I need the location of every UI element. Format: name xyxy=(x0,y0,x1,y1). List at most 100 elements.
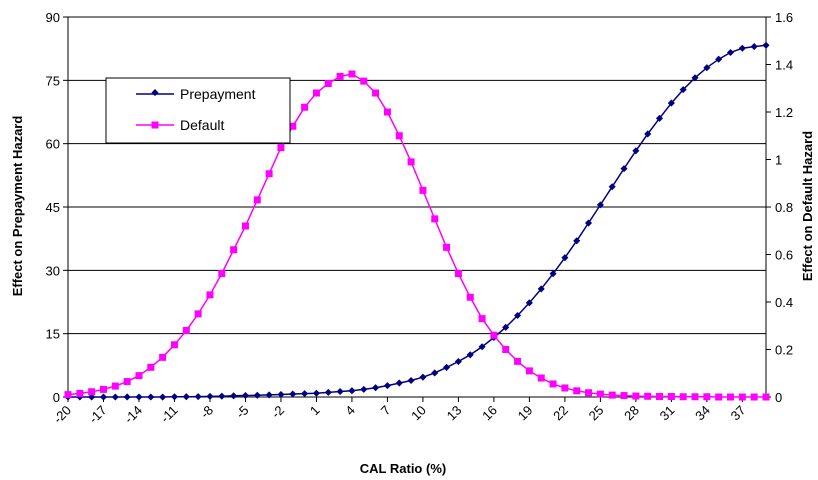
prepayment-point xyxy=(537,285,545,293)
prepayment-point xyxy=(454,357,462,366)
prepayment-point xyxy=(750,43,758,51)
default-point xyxy=(383,108,391,116)
x-axis-title: CAL Ratio (%) xyxy=(360,461,446,476)
default-point xyxy=(585,389,593,397)
default-point xyxy=(253,196,261,204)
prepayment-point xyxy=(726,48,735,57)
right-axis-title: Effect on Default Hazard xyxy=(800,131,815,281)
right-tick-label: 1 xyxy=(775,153,782,168)
prepayment-point xyxy=(407,376,415,385)
default-point xyxy=(324,80,332,87)
prepayment-point xyxy=(336,387,344,396)
legend-box xyxy=(105,77,291,144)
default-point xyxy=(419,186,427,194)
default-point xyxy=(170,341,178,349)
default-point xyxy=(490,331,498,339)
legend-default-marker xyxy=(151,121,159,129)
series-layer xyxy=(64,41,770,401)
default-point xyxy=(762,393,770,401)
x-tick-label: -5 xyxy=(233,403,252,422)
right-tick-label: 1.4 xyxy=(775,58,793,73)
x-tick-label: -8 xyxy=(197,403,216,422)
default-point xyxy=(182,327,190,334)
default-point xyxy=(537,374,545,382)
right-tick-label: 0.6 xyxy=(775,248,793,263)
default-point xyxy=(360,77,368,85)
default-point xyxy=(549,380,557,388)
prepayment-point xyxy=(324,388,332,396)
legend-prepayment-marker xyxy=(151,89,159,97)
left-tick-label: 75 xyxy=(46,73,60,88)
left-axis-ticks: 0 15 30 45 60 75 90 xyxy=(46,10,68,405)
default-point xyxy=(703,393,711,401)
x-tick-label: 25 xyxy=(586,403,607,424)
default-point xyxy=(644,392,652,400)
prepayment-point xyxy=(170,393,179,401)
default-point xyxy=(159,353,167,361)
left-tick-label: 15 xyxy=(46,327,60,342)
x-tick-label: 31 xyxy=(657,403,678,424)
default-point xyxy=(336,72,344,80)
legend-default-label: Default xyxy=(180,117,224,133)
default-point xyxy=(715,393,723,401)
prepayment-point xyxy=(549,270,557,278)
prepayment-point xyxy=(194,393,202,401)
prepayment-point xyxy=(525,299,533,307)
left-tick-label: 45 xyxy=(46,200,60,215)
default-point xyxy=(135,372,143,380)
prepayment-point xyxy=(182,393,190,401)
x-tick-label: 1 xyxy=(307,403,323,419)
prepayment-point xyxy=(632,147,640,155)
default-point xyxy=(348,70,356,78)
right-axis-ticks: 0 0.2 0.4 0.6 0.8 1 1.2 1.4 1.6 xyxy=(766,10,793,405)
prepayment-point xyxy=(99,393,108,401)
default-point xyxy=(632,392,640,400)
default-point xyxy=(230,246,238,254)
x-tick-label: 22 xyxy=(550,403,571,424)
x-tick-label: 28 xyxy=(621,403,642,424)
x-tick-label: 34 xyxy=(692,403,713,424)
left-tick-label: 0 xyxy=(53,390,60,405)
x-tick-label: 37 xyxy=(728,403,749,424)
default-point xyxy=(76,389,84,397)
right-tick-label: 0.4 xyxy=(775,295,793,310)
prepayment-point xyxy=(159,393,167,401)
default-point xyxy=(289,122,297,130)
default-point xyxy=(691,393,699,401)
default-point xyxy=(478,315,486,323)
default-point xyxy=(312,89,320,97)
prepayment-point xyxy=(301,390,309,398)
prepayment-point xyxy=(360,385,368,393)
x-tick-label: 10 xyxy=(408,403,429,424)
x-tick-label: -17 xyxy=(86,403,110,427)
default-point xyxy=(514,357,522,365)
x-tick-label: -20 xyxy=(50,403,74,427)
default-point xyxy=(147,363,155,371)
default-point xyxy=(502,346,510,353)
prepayment-point xyxy=(123,393,131,401)
default-point xyxy=(111,382,119,390)
legend-prepayment-label: Prepayment xyxy=(180,86,256,102)
default-point xyxy=(99,385,107,393)
prepayment-point xyxy=(443,363,451,371)
default-point xyxy=(206,291,214,299)
default-point xyxy=(395,132,403,140)
default-point xyxy=(667,393,675,401)
prepayment-point xyxy=(253,391,261,399)
default-point xyxy=(431,215,439,223)
default-point xyxy=(608,391,616,399)
default-point xyxy=(64,391,72,399)
prepayment-point xyxy=(466,351,474,359)
left-tick-label: 60 xyxy=(46,137,60,152)
prepayment-point xyxy=(111,393,119,401)
prepayment-point xyxy=(762,41,770,49)
default-point xyxy=(466,293,474,301)
default-point xyxy=(573,387,581,395)
prepayment-point xyxy=(620,165,628,173)
left-tick-label: 90 xyxy=(46,10,60,25)
default-point xyxy=(750,393,758,401)
prepayment-point xyxy=(241,391,249,400)
left-tick-label: 30 xyxy=(46,263,60,278)
prepayment-point xyxy=(289,390,297,398)
default-point xyxy=(738,393,746,401)
